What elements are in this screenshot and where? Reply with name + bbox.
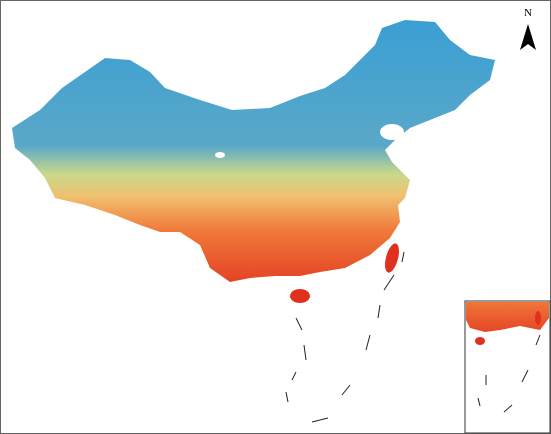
north-arrow: N: [520, 7, 536, 50]
inset-map: [464, 300, 551, 434]
north-label: N: [524, 7, 532, 19]
lake: [215, 152, 225, 158]
taiwan: [385, 243, 399, 273]
bohai-sea: [380, 124, 404, 140]
boundary-dashes: [285, 251, 405, 423]
country-area: [12, 20, 495, 282]
hainan: [290, 289, 310, 303]
